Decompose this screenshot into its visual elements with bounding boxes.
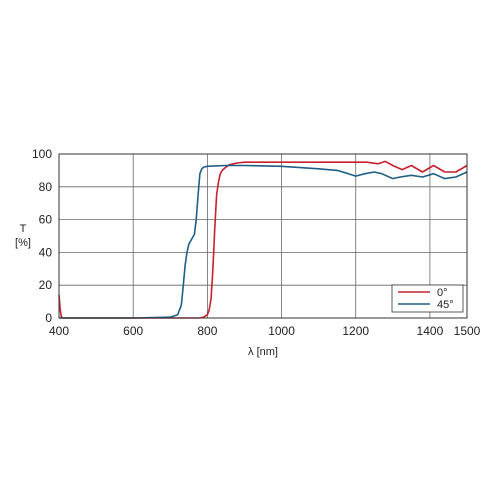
grid bbox=[59, 154, 467, 318]
x-tick-label: 1400 bbox=[417, 324, 444, 338]
legend-box bbox=[391, 284, 464, 313]
series-line-45deg bbox=[59, 164, 468, 319]
y-axis-label-unit: [%] bbox=[15, 237, 31, 249]
y-tick-label: 20 bbox=[39, 278, 53, 292]
legend: 0° 45° bbox=[391, 284, 464, 313]
y-tick-label: 80 bbox=[39, 180, 53, 194]
y-tick-label: 60 bbox=[39, 213, 53, 227]
plot-frame bbox=[58, 153, 468, 319]
x-axis-label: λ [nm] bbox=[248, 346, 278, 358]
y-axis-ticks: 0 20 40 60 80 100 bbox=[32, 147, 52, 325]
x-tick-label: 1200 bbox=[342, 324, 369, 338]
x-tick-label: 1500 bbox=[454, 324, 481, 338]
x-tick-label: 400 bbox=[49, 324, 69, 338]
x-tick-label: 800 bbox=[197, 324, 217, 338]
legend-label-45deg: 45° bbox=[437, 299, 454, 311]
y-tick-label: 100 bbox=[32, 147, 52, 161]
x-tick-label: 600 bbox=[123, 324, 143, 338]
x-tick-label: 1000 bbox=[268, 324, 295, 338]
y-tick-label: 40 bbox=[39, 245, 53, 259]
y-axis-label-symbol: T bbox=[20, 223, 27, 235]
y-tick-label: 0 bbox=[45, 311, 52, 325]
legend-label-0deg: 0° bbox=[437, 287, 448, 299]
x-axis-ticks: 400 600 800 1000 1200 1400 1500 bbox=[49, 324, 481, 338]
